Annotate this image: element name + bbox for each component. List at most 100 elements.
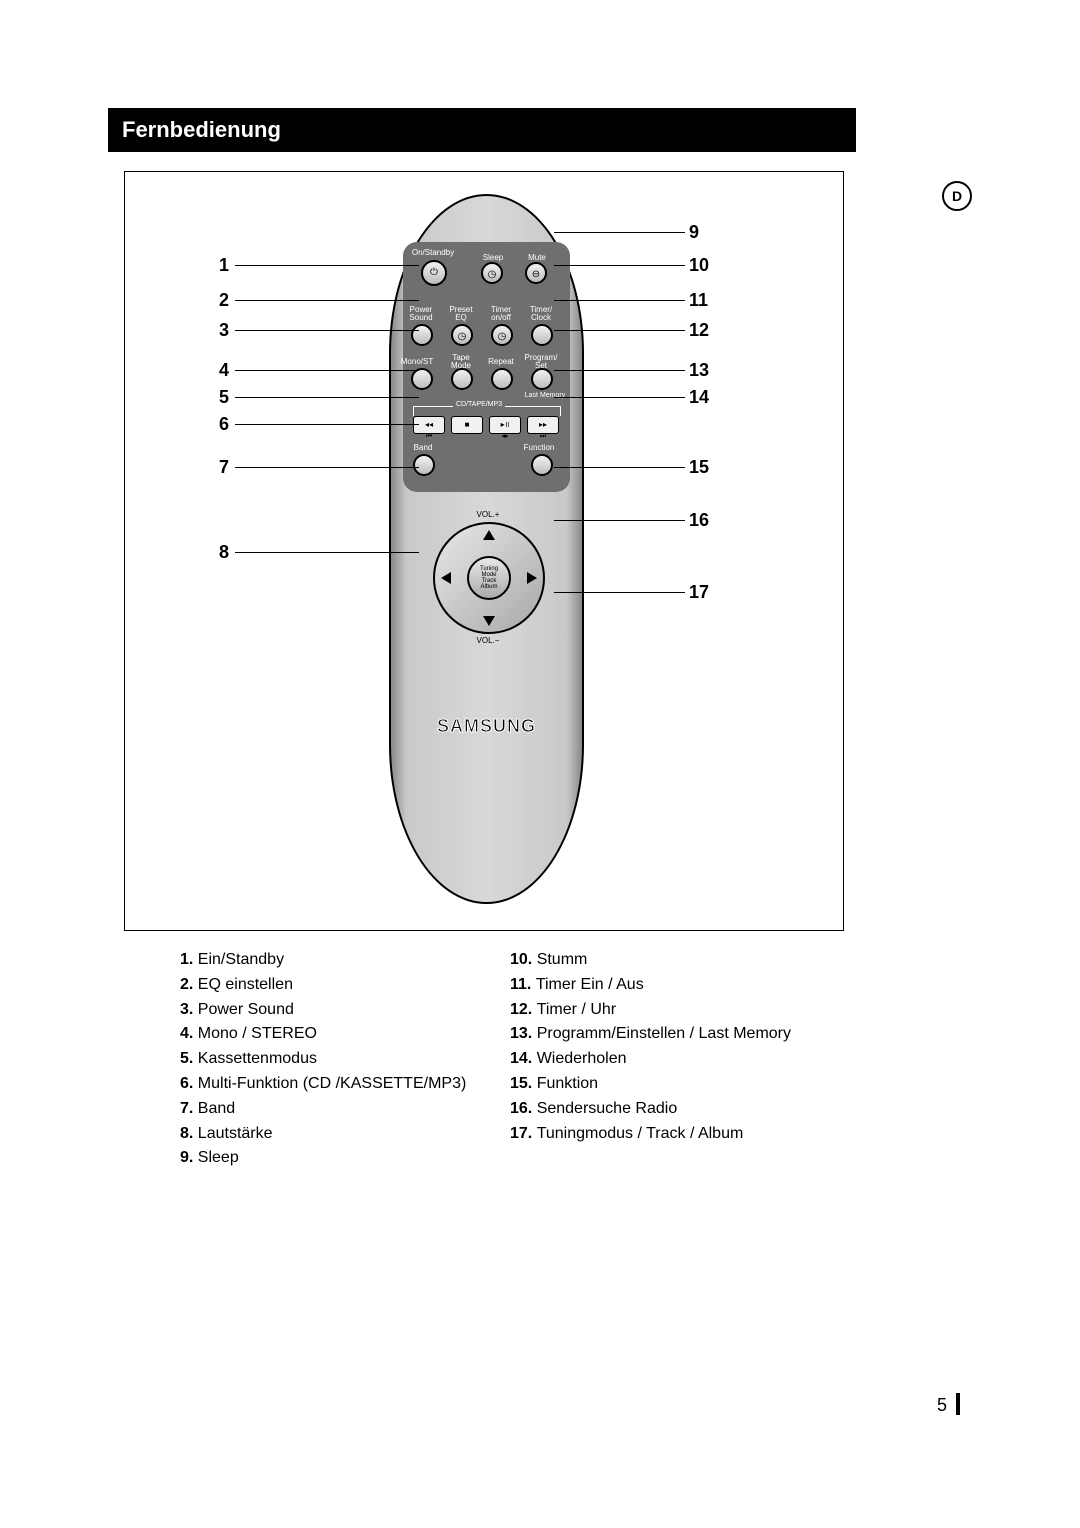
language-badge: D (942, 181, 972, 211)
brand-text: SAMSUNG (437, 716, 536, 736)
callout-number-5: 5 (219, 387, 229, 408)
callout-number-3: 3 (219, 320, 229, 341)
leader-line (235, 424, 419, 425)
callout-number-1: 1 (219, 255, 229, 276)
callout-number-4: 4 (219, 360, 229, 381)
callout-number-11: 11 (689, 290, 708, 311)
btn-band[interactable] (413, 454, 435, 476)
callout-number-10: 10 (689, 255, 709, 276)
leader-line (235, 370, 419, 371)
legend-item-number: 17. (510, 1125, 537, 1142)
btn-stop[interactable]: ■ (451, 416, 483, 434)
callout-number-6: 6 (219, 414, 229, 435)
legend-item-number: 3. (180, 1001, 198, 1018)
legend-item: 5. Kassettenmodus (180, 1047, 510, 1072)
label-timer-onoff: Timer on/off (479, 306, 523, 322)
legend-item-number: 13. (510, 1025, 537, 1042)
btn-mono-st[interactable] (411, 368, 433, 390)
legend-item: 6. Multi-Funktion (CD /KASSETTE/MP3) (180, 1072, 510, 1097)
btn-function[interactable] (531, 454, 553, 476)
legend-item-text: Sleep (198, 1149, 239, 1166)
legend-item: 10. Stumm (510, 948, 840, 973)
legend-item-text: Ein/Standby (198, 951, 284, 968)
callout-number-7: 7 (219, 457, 229, 478)
btn-timer-onoff[interactable]: ◷ (491, 324, 513, 346)
callout-number-17: 17 (689, 582, 709, 603)
rewind-icon: ◂◂ (425, 420, 433, 429)
legend-col-1: 1. Ein/Standby2. EQ einstellen3. Power S… (180, 948, 510, 1171)
legend-item-text: Timer / Uhr (537, 1001, 616, 1018)
label-vol-minus: VOL.− (463, 636, 513, 645)
callout-number-13: 13 (689, 360, 709, 381)
btn-program-set[interactable] (531, 368, 553, 390)
forward-icon: ▸▸ (539, 420, 547, 429)
leader-line (554, 232, 685, 233)
callout-number-14: 14 (689, 387, 709, 408)
page-number-text: 5 (937, 1395, 947, 1415)
leader-line (235, 300, 419, 301)
legend-item-number: 12. (510, 1001, 537, 1018)
mute-icon: ⊖ (527, 264, 545, 286)
legend-item-text: EQ einstellen (198, 976, 293, 993)
legend-item-text: Power Sound (198, 1001, 294, 1018)
legend-item: 3. Power Sound (180, 998, 510, 1023)
btn-power-sound[interactable] (411, 324, 433, 346)
power-icon: ⏻ (423, 262, 445, 284)
btn-preset-eq[interactable]: ◷ (451, 324, 473, 346)
leader-line (235, 265, 419, 266)
legend-item: 11. Timer Ein / Aus (510, 973, 840, 998)
callout-number-12: 12 (689, 320, 709, 341)
btn-tuning-mode[interactable]: Tuning Mode Track Album (467, 556, 511, 600)
btn-play-pause[interactable]: ▸॥ ◂▸ (489, 416, 521, 434)
label-band: Band (401, 444, 445, 452)
callout-number-8: 8 (219, 542, 229, 563)
legend-item: 12. Timer / Uhr (510, 998, 840, 1023)
legend-item-text: Tuningmodus / Track / Album (537, 1125, 744, 1142)
brand-logo: SAMSUNG (391, 716, 582, 737)
btn-forward[interactable]: ▸▸ ⏭ (527, 416, 559, 434)
section-title: Fernbedienung (108, 108, 856, 152)
leader-line (235, 552, 419, 553)
leader-line (554, 592, 685, 593)
leader-line (554, 520, 685, 521)
leader-line (554, 265, 685, 266)
page-number: 5 (937, 1393, 960, 1416)
clock-icon: ◷ (493, 326, 511, 348)
play-pause-icon: ▸॥ (501, 420, 510, 429)
diagram-frame: On/Standby ⏻ Sleep ◷ Mute ⊖ Power Sound … (124, 171, 844, 931)
label-vol-plus: VOL.+ (463, 510, 513, 519)
btn-mute[interactable]: ⊖ (525, 262, 547, 284)
label-timer-clock: Timer/ Clock (519, 306, 563, 322)
legend-item: 1. Ein/Standby (180, 948, 510, 973)
label-preset-eq: Preset EQ (439, 306, 483, 322)
legend-item-text: Stumm (537, 951, 588, 968)
leader-line (554, 330, 685, 331)
leader-line (554, 467, 685, 468)
leader-line (235, 330, 419, 331)
btn-rewind[interactable]: ◂◂ ⏮ (413, 416, 445, 434)
btn-repeat[interactable] (491, 368, 513, 390)
legend-item-number: 1. (180, 951, 198, 968)
label-function: Function (517, 444, 561, 452)
language-badge-text: D (952, 188, 962, 204)
btn-on-standby[interactable]: ⏻ (421, 260, 447, 286)
next-icon: ⏭ (528, 433, 558, 440)
legend-item: 17. Tuningmodus / Track / Album (510, 1122, 840, 1147)
callout-number-2: 2 (219, 290, 229, 311)
label-tuning-mode: Tuning Mode Track Album (480, 566, 498, 590)
legend-item-text: Kassettenmodus (198, 1050, 317, 1067)
legend-item-text: Band (198, 1100, 235, 1117)
legend: 1. Ein/Standby2. EQ einstellen3. Power S… (180, 948, 860, 1171)
legend-item-text: Wiederholen (537, 1050, 627, 1067)
legend-item: 2. EQ einstellen (180, 973, 510, 998)
legend-col-2: 10. Stumm11. Timer Ein / Aus12. Timer / … (510, 948, 840, 1171)
legend-item: 9. Sleep (180, 1146, 510, 1171)
btn-timer-clock[interactable] (531, 324, 553, 346)
legend-item-number: 6. (180, 1075, 198, 1092)
callout-number-16: 16 (689, 510, 709, 531)
legend-item: 7. Band (180, 1097, 510, 1122)
leader-line (554, 397, 685, 398)
dpad-right-icon (527, 572, 537, 584)
btn-sleep[interactable]: ◷ (481, 262, 503, 284)
btn-tape-mode[interactable] (451, 368, 473, 390)
